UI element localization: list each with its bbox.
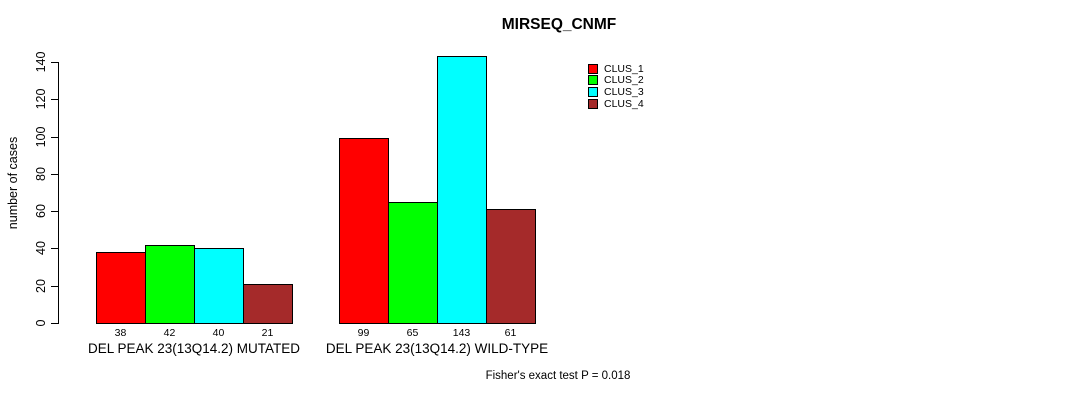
y-tick-label: 60 [34,204,48,219]
legend-label: CLUS_1 [604,62,644,75]
bar [486,209,536,324]
legend-swatch [588,63,598,74]
bar [145,244,195,324]
legend-label: CLUS_3 [604,85,644,98]
bar [339,138,389,324]
y-tick-label: 100 [34,126,48,147]
y-tick-label: 80 [34,166,48,181]
y-tick [51,285,58,287]
chart-title: MIRSEQ_CNMF [501,16,617,33]
fisher-test-note: Fisher's exact test P = 0.018 [485,370,631,382]
legend: CLUS_1 CLUS_2 CLUS_3 CLUS_4 [588,63,644,110]
y-axis-line [58,62,59,324]
y-tick [51,248,58,250]
legend-swatch [588,75,598,86]
y-tick-label: 120 [34,88,48,110]
y-axis-title: number of cases [6,136,20,230]
y-tick [51,211,58,213]
y-tick [51,62,58,63]
bar-value-label: 21 [261,327,274,339]
bar-value-label: 99 [357,327,370,339]
legend-item: CLUS_2 [588,74,644,87]
legend-item: CLUS_3 [588,86,644,98]
bar-value-label: 65 [406,327,419,339]
bar [243,283,293,324]
legend-item: CLUS_4 [588,98,644,110]
bar [388,201,438,324]
legend-label: CLUS_2 [604,74,644,87]
bar-value-label: 40 [212,327,225,339]
bar-value-label: 42 [163,327,176,339]
y-tick [51,323,58,324]
y-tick [51,136,58,138]
y-tick [51,173,58,175]
y-tick-label: 40 [34,241,48,256]
legend-swatch [588,98,598,109]
category-label: DEL PEAK 23(13Q14.2) WILD-TYPE [325,341,549,356]
bar [437,56,487,324]
bar-value-label: 38 [114,327,127,339]
bar [96,252,146,324]
legend-swatch [588,86,598,97]
y-tick-label: 140 [34,51,48,73]
bar-value-label: 61 [504,327,517,339]
y-tick-label: 0 [34,319,48,327]
category-label: DEL PEAK 23(13Q14.2) MUTATED [87,341,301,356]
legend-label: CLUS_4 [604,97,644,110]
y-tick [51,99,58,101]
legend-item: CLUS_1 [588,63,644,75]
bar-value-label: 143 [452,327,471,339]
bar [194,248,244,324]
y-tick-label: 20 [34,278,48,293]
